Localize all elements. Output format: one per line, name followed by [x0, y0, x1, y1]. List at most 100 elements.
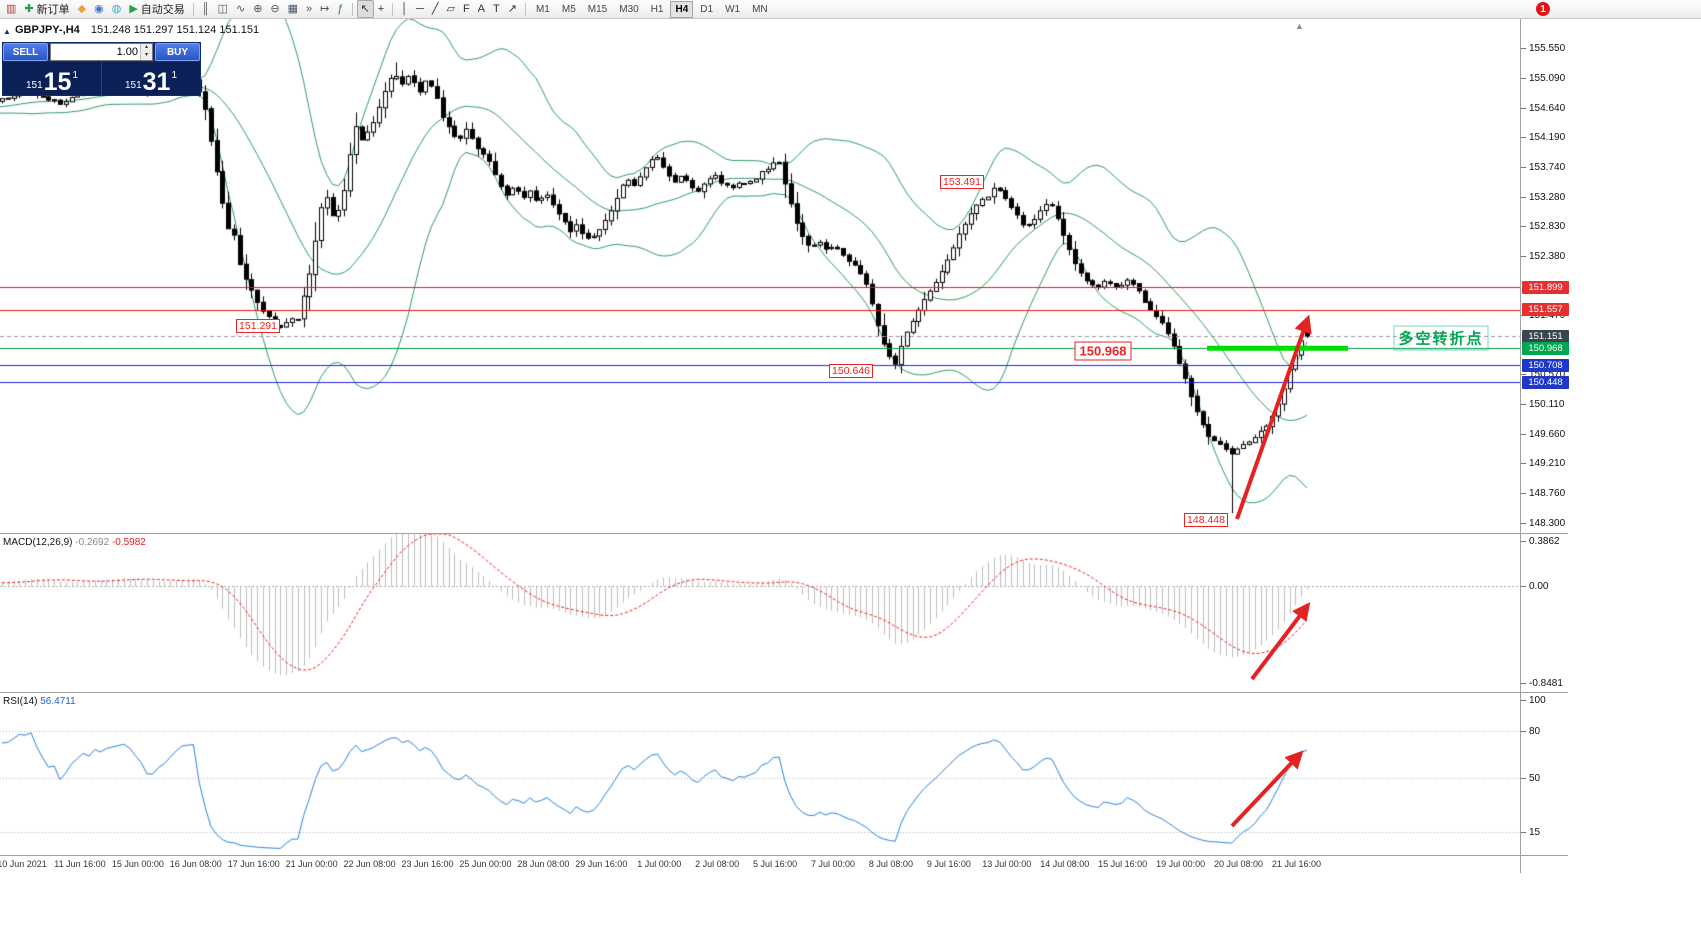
- chart-window-button[interactable]: ▥: [2, 0, 20, 18]
- rsi-value: 56.4711: [40, 696, 76, 707]
- timeframe-mn-button[interactable]: MN: [752, 3, 768, 15]
- price-tick-152.380: 152.380: [1529, 250, 1566, 262]
- timeframe-m1-button[interactable]: M1: [535, 3, 550, 15]
- line-chart-button[interactable]: ∿: [232, 0, 249, 18]
- price-tag-151.151: 151.151: [1522, 329, 1569, 343]
- cursor-button[interactable]: ↖: [356, 0, 374, 18]
- channel-button[interactable]: ▱: [442, 0, 458, 18]
- timeframe-m15-button[interactable]: M15: [587, 3, 608, 15]
- volume-up-button[interactable]: ▴: [141, 44, 152, 52]
- horizontal-line-icon: ─: [416, 2, 424, 15]
- price-annotation-153.491[interactable]: 153.491: [940, 175, 984, 189]
- macd-scale-0.00: 0.00: [1529, 580, 1549, 592]
- price-tag-151.899: 151.899: [1522, 280, 1569, 294]
- sell-price-display[interactable]: 151 15 1: [3, 62, 102, 95]
- price-axis[interactable]: 155.550 155.090 154.640 154.190 153.740 153.2…: [1521, 19, 1581, 873]
- macd-label: MACD(12,26,9) -0.2692 -0.5982: [3, 537, 146, 548]
- sell-price-sup: 1: [72, 70, 79, 81]
- bar-chart-button[interactable]: ║: [198, 0, 214, 18]
- tick-mark: [1521, 541, 1526, 543]
- price-tag-150.448: 150.448: [1522, 375, 1569, 389]
- auto-scroll-button[interactable]: »: [302, 0, 316, 18]
- timeframe-m30-button[interactable]: M30: [619, 3, 639, 15]
- indicators-button[interactable]: ƒ: [333, 0, 347, 18]
- trendline-button[interactable]: ╱: [428, 0, 443, 18]
- time-label: 8 Jul 08:00: [868, 859, 913, 869]
- rsi-panel-canvas[interactable]: [0, 693, 1520, 855]
- vertical-line-button[interactable]: │: [397, 0, 412, 18]
- notification-badge[interactable]: 1: [1536, 2, 1550, 16]
- autotrade-button[interactable]: ▶ 自动交易: [125, 0, 188, 18]
- chart-ohlc-header: GBPJPY-,H4 151.248 151.297 151.124 151.1…: [15, 24, 259, 36]
- time-label: 17 Jun 16:00: [227, 859, 280, 869]
- sell-button[interactable]: SELL: [3, 43, 48, 61]
- toolbar-separator: [524, 2, 526, 16]
- volume-input[interactable]: [51, 44, 140, 60]
- ohlc-values: 151.248 151.297 151.124 151.151: [90, 24, 260, 36]
- text-label-button[interactable]: T: [489, 0, 504, 18]
- candlestick-button[interactable]: ◫: [214, 0, 232, 18]
- crosshair-button[interactable]: +: [374, 0, 388, 18]
- macd-main-value: -0.2692: [75, 537, 110, 548]
- rsi-label: RSI(14) 56.4711: [3, 696, 76, 707]
- alert-button[interactable]: ◉: [90, 0, 108, 18]
- horizontal-line-button[interactable]: ─: [412, 0, 428, 18]
- text-button[interactable]: A: [474, 0, 489, 18]
- tick-mark: [1521, 404, 1526, 406]
- chart-shift-icon: ↦: [320, 2, 330, 15]
- new-order-button-label: 新订单: [36, 4, 70, 16]
- buy-button[interactable]: BUY: [155, 43, 200, 61]
- timeframe-h4-button[interactable]: H4: [670, 0, 694, 18]
- channel-icon: ▱: [446, 2, 455, 15]
- tick-mark: [1521, 682, 1526, 684]
- rsi-panel-separator[interactable]: [0, 692, 1568, 693]
- rsi-scale-100: 100: [1529, 695, 1546, 706]
- toolbar-separator: [392, 2, 394, 16]
- symbol-label: GBPJPY-,H4: [15, 24, 80, 36]
- buy-price-display[interactable]: 151 31 1: [102, 62, 200, 95]
- zoom-in-button[interactable]: ⊕: [249, 0, 266, 18]
- price-tick-155.550: 155.550: [1529, 43, 1566, 54]
- time-label: 23 Jun 16:00: [401, 859, 454, 869]
- time-label: 2 Jul 08:00: [695, 859, 740, 869]
- crosshair-icon: +: [377, 2, 385, 15]
- macd-panel-canvas[interactable]: [0, 534, 1520, 692]
- buy-price-big: 31: [142, 68, 171, 96]
- price-tick-149.660: 149.660: [1529, 428, 1566, 440]
- tick-mark: [1521, 463, 1526, 465]
- price-annotation-148.448[interactable]: 148.448: [1184, 513, 1228, 527]
- turning-point-note[interactable]: 多空转折点: [1393, 325, 1489, 351]
- price-annotation-150.968[interactable]: 150.968: [1074, 341, 1132, 361]
- tick-mark: [1521, 777, 1526, 779]
- oct-collapse-arrow[interactable]: ▲: [3, 27, 11, 36]
- metaeditor-button[interactable]: ◆: [74, 0, 90, 18]
- zoom-out-button[interactable]: ⊖: [266, 0, 283, 18]
- mail-icon: ◍: [111, 2, 122, 15]
- timeframe-d1-button[interactable]: D1: [700, 3, 714, 15]
- timeframe-h1-button[interactable]: H1: [650, 3, 664, 15]
- timeframe-m5-button[interactable]: M5: [561, 3, 576, 15]
- price-annotation-150.646[interactable]: 150.646: [829, 364, 873, 378]
- chart-shift-marker[interactable]: ▲: [1295, 21, 1304, 31]
- volume-down-button[interactable]: ▾: [141, 52, 152, 60]
- price-tick-150.570: 150.570: [1529, 369, 1566, 381]
- fibonacci-button[interactable]: F: [459, 0, 474, 18]
- macd-panel-separator[interactable]: [0, 533, 1568, 534]
- time-label: 16 Jun 08:00: [169, 859, 222, 869]
- main-chart-canvas[interactable]: [0, 19, 1520, 533]
- chart-shift-button[interactable]: ↦: [316, 0, 333, 18]
- new-order-button[interactable]: ✚ 新订单: [20, 0, 73, 18]
- price-annotation-151.291[interactable]: 151.291: [236, 319, 280, 333]
- time-label: 21 Jul 16:00: [1271, 859, 1321, 869]
- arrows-button[interactable]: ↗: [504, 0, 521, 18]
- timeframe-w1-button[interactable]: W1: [725, 3, 741, 15]
- toolbar: ▥ ✚ 新订单 ◆ ◉ ◍ ▶ 自动交易 ║ ◫ ∿ ⊕ ⊖ ▦» ↦ ƒ ↖ + │ ─ ╱ ▱ F A T ↗ M1 M5 M15 M…: [0, 0, 1701, 19]
- time-label: 28 Jun 08:00: [517, 859, 570, 869]
- time-axis[interactable]: 10 Jun 2021 11 Jun 16:00 15 Jun 00:00 16 Ju…: [0, 856, 1520, 873]
- macd-signal-value: -0.5982: [111, 537, 146, 548]
- one-click-trading-panel: SELL ▴ ▾ BUY 151 15 1 151 31 1: [2, 42, 201, 96]
- buy-price-sup: 1: [171, 70, 178, 81]
- time-label: 13 Jul 00:00: [982, 859, 1032, 869]
- mail-button[interactable]: ◍: [108, 0, 126, 18]
- tile-windows-button[interactable]: ▦: [284, 0, 302, 18]
